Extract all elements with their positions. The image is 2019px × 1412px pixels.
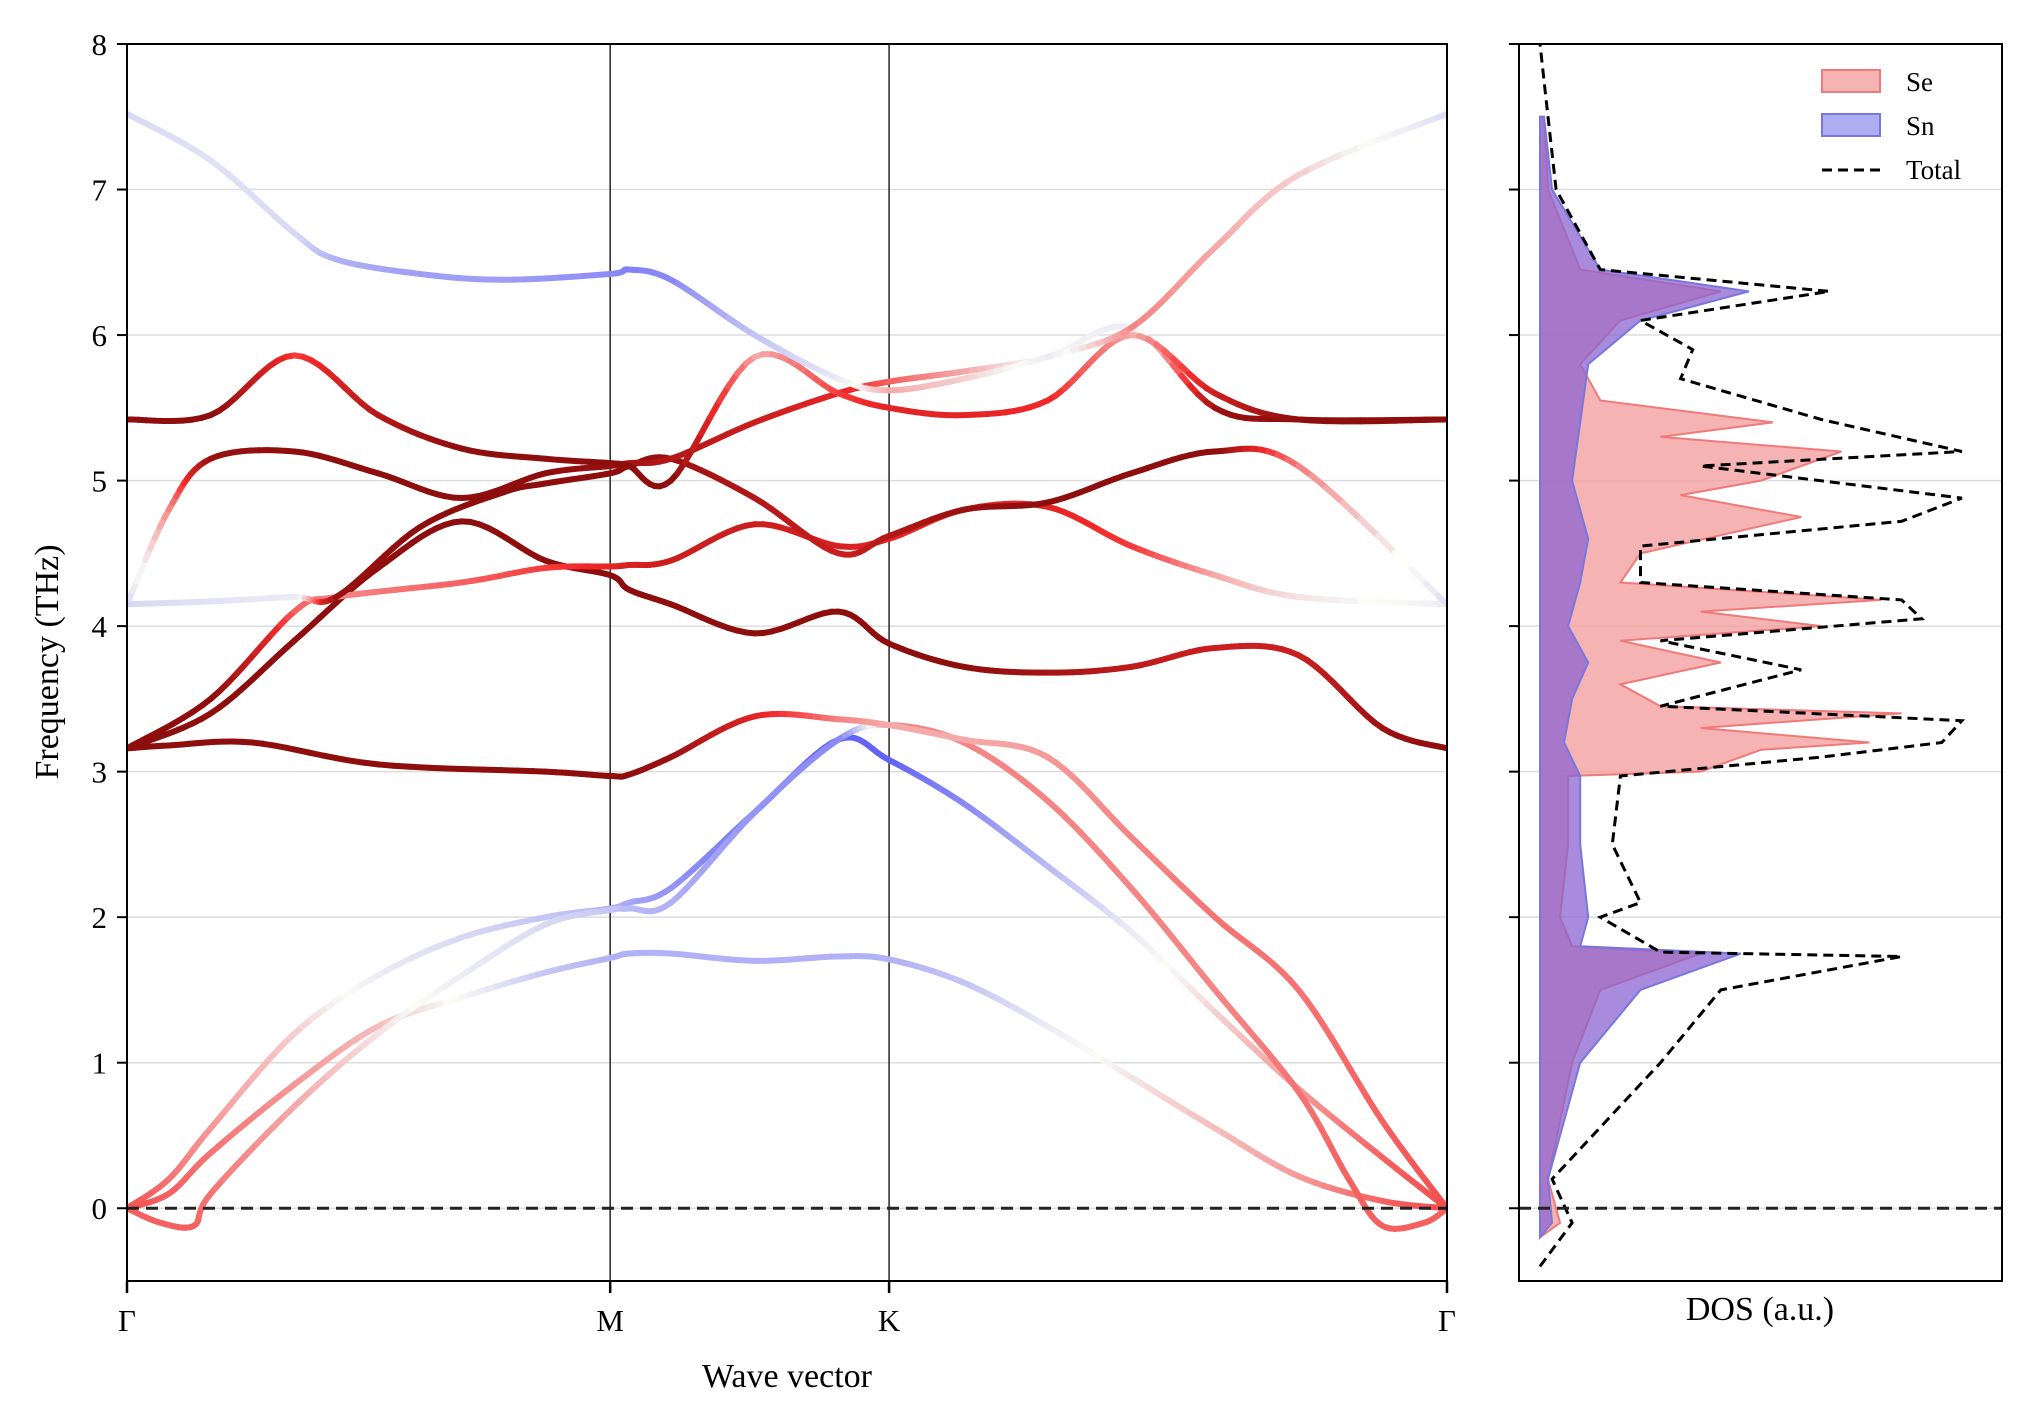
- dos-x-axis-title: DOS (a.u.): [1686, 1291, 1834, 1328]
- legend-swatch-se: [1821, 69, 1881, 93]
- band-gridlines: [127, 188, 1447, 1209]
- y-tick-label: 7: [92, 173, 108, 208]
- legend-label-sn: Sn: [1906, 111, 1935, 141]
- phonon-bands: [127, 110, 1447, 1232]
- band-segment: [707, 398, 723, 421]
- y-axis-ticks: 0 1 2 3 4 5 6 7 8: [92, 27, 127, 1226]
- legend-label-se: Se: [1906, 67, 1933, 97]
- band-segment: [1339, 499, 1364, 523]
- y-tick-label: 3: [92, 755, 108, 790]
- band-plot-frame: [126, 43, 1448, 1282]
- x-tick-label: Γ: [1438, 1303, 1456, 1338]
- band-segment: [1392, 550, 1415, 573]
- y-axis-title: Frequency (THz): [29, 544, 66, 779]
- band-line-10: [127, 110, 1447, 394]
- dos-curves: [1538, 44, 1966, 1268]
- x-tick-label: K: [878, 1303, 901, 1338]
- band-segment: [1308, 472, 1330, 491]
- legend-swatch-sn: [1821, 113, 1881, 137]
- dos-y-ticks: [1509, 43, 1519, 1210]
- band-segment: [1357, 136, 1382, 150]
- y-tick-label: 8: [92, 27, 108, 62]
- band-segment: [1375, 130, 1399, 143]
- band-line-4: [127, 710, 1447, 1212]
- band-segment: [462, 766, 487, 773]
- y-tick-label: 0: [92, 1191, 108, 1226]
- band-segment: [1323, 150, 1346, 165]
- dos-panel: DOS (a.u.) Se Sn Total: [1509, 43, 2003, 1328]
- band-segment: [443, 765, 469, 773]
- band-segment: [1357, 516, 1382, 540]
- band-line-2: [127, 734, 1447, 1212]
- dos-area-sn: [1539, 115, 1750, 1241]
- band-segment: [1434, 592, 1447, 608]
- band-segment: [1434, 110, 1447, 121]
- band-line-7: [127, 445, 1447, 608]
- x-tick-label: Γ: [118, 1303, 136, 1338]
- band-segment: [698, 414, 714, 437]
- band-segment: [425, 764, 450, 772]
- band-segment: [1375, 533, 1399, 557]
- y-tick-label: 2: [92, 900, 108, 935]
- band-segment: [1323, 484, 1346, 506]
- band-segment: [1339, 143, 1364, 157]
- y-tick-label: 6: [92, 318, 108, 353]
- band-line-3: [127, 721, 1447, 1232]
- dos-legend: Se Sn Total: [1821, 67, 1961, 185]
- dos-plot-frame: [1518, 43, 2003, 1282]
- x-tick-label: M: [596, 1303, 624, 1338]
- y-tick-label: 4: [92, 609, 108, 644]
- y-tick-label: 1: [92, 1046, 108, 1081]
- band-segment: [1408, 566, 1429, 587]
- y-tick-label: 5: [92, 464, 108, 499]
- dos-total-curve: [1538, 44, 1966, 1268]
- high-symmetry-lines: [609, 44, 890, 1281]
- band-panel: 0 1 2 3 4 5 6 7 8 Γ M K Γ Wave vector Frequency (TH…: [29, 27, 1456, 1395]
- x-axis-title: Wave vector: [702, 1358, 873, 1395]
- legend-label-total: Total: [1906, 155, 1961, 185]
